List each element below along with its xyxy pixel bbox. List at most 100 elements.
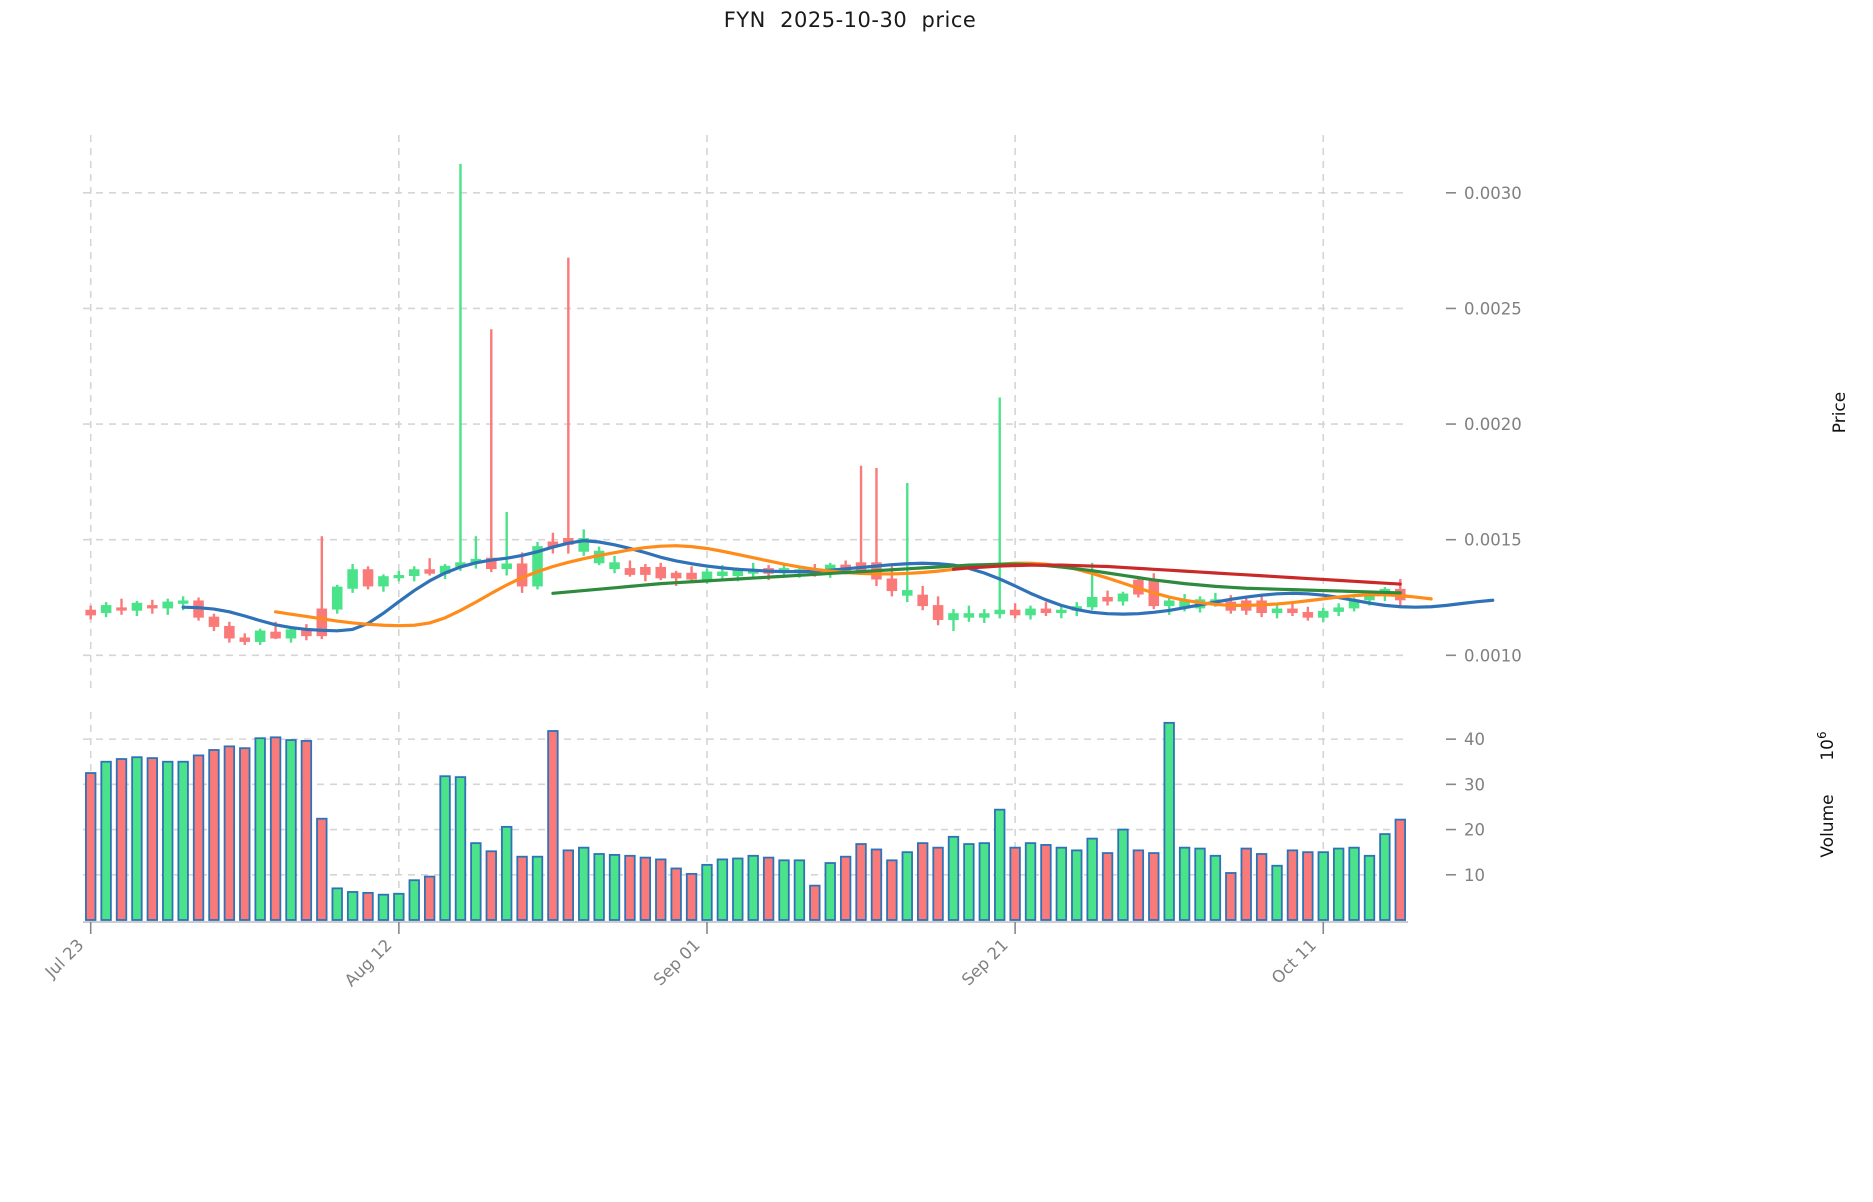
ma-line-ma_orange xyxy=(273,544,1433,628)
volume-axis-exponent: 106 xyxy=(1815,731,1838,760)
volume-bar xyxy=(839,855,852,921)
candle-body xyxy=(901,590,913,596)
volume-bar xyxy=(932,846,944,921)
volume-bar xyxy=(547,730,559,921)
volume-bar xyxy=(439,775,451,921)
price-tick-label: 0.0015 xyxy=(1464,531,1522,550)
axis-labels: 0.0030 0.0025 0.0020 0.0015 0.0010 40 30 20 10 xyxy=(1446,184,1522,885)
volume-bar xyxy=(562,849,574,921)
price-tick-label: 0.0020 xyxy=(1464,415,1522,434)
volume-bar xyxy=(1024,842,1037,921)
candle-body xyxy=(224,625,235,639)
volume-bar xyxy=(1271,864,1283,921)
candle-body xyxy=(994,609,1005,615)
volume-bar xyxy=(1148,852,1160,921)
volume-bar xyxy=(978,842,990,921)
volume-bar xyxy=(685,872,698,921)
volume-bar xyxy=(362,891,374,921)
volume-bar xyxy=(285,739,297,921)
volume-bar xyxy=(1302,851,1314,921)
volume-tick-label: 40 xyxy=(1464,730,1485,749)
candle-body xyxy=(147,605,158,609)
volume-bar xyxy=(454,776,467,921)
candle-body xyxy=(979,613,990,618)
volume-tick-label: 30 xyxy=(1464,775,1485,794)
volume-bar xyxy=(947,835,960,921)
volume-bar xyxy=(701,863,713,921)
volume-bar xyxy=(377,893,390,921)
volume-bar xyxy=(1240,847,1252,921)
volume-tick-label: 10 xyxy=(1464,866,1485,885)
volume-bar xyxy=(346,891,359,921)
volume-bar xyxy=(1163,721,1175,921)
volume-bar xyxy=(115,758,128,921)
candle-body xyxy=(331,586,343,610)
volume-bar xyxy=(824,862,836,921)
volume-bar xyxy=(177,760,189,921)
candle-body xyxy=(717,571,728,577)
candle-body xyxy=(362,569,374,587)
volume-bar xyxy=(531,855,544,921)
candle-body xyxy=(609,562,620,570)
volume-bar xyxy=(762,856,775,921)
candle-body xyxy=(1163,600,1175,607)
volume-bar xyxy=(670,867,682,921)
volume-bar xyxy=(901,851,913,921)
candle-body xyxy=(347,569,358,589)
volume-bar xyxy=(1317,851,1329,921)
volume-bar xyxy=(1363,854,1376,921)
candle-body xyxy=(254,630,266,642)
volume-bar xyxy=(778,859,790,921)
candle-body xyxy=(624,568,636,575)
ma-line-ma_red xyxy=(951,563,1402,586)
date-tick-label: Sep 21 xyxy=(958,935,1012,989)
candle-body xyxy=(1117,593,1129,602)
volume-bar xyxy=(716,858,729,921)
candle-body xyxy=(1056,609,1067,614)
volume-bar xyxy=(300,740,313,921)
volume-bar xyxy=(1178,846,1191,921)
volume-bar xyxy=(331,887,343,921)
volume-bar xyxy=(1194,847,1206,921)
date-tick-label: Sep 01 xyxy=(650,935,704,989)
candle-body xyxy=(1271,608,1283,614)
volume-bar xyxy=(1132,849,1145,921)
volume-series xyxy=(85,721,1406,921)
volume-bar xyxy=(1009,846,1021,921)
moving-average-lines xyxy=(181,539,1495,633)
candle-body xyxy=(686,572,697,580)
volume-bar xyxy=(316,817,328,921)
volume-bar xyxy=(470,842,482,921)
candle-body xyxy=(393,575,405,579)
volume-bar xyxy=(131,756,143,921)
volume-bar xyxy=(408,879,420,921)
volume-bar xyxy=(655,858,667,921)
candle-body xyxy=(886,578,898,592)
volume-bar xyxy=(254,737,266,921)
volume-bar xyxy=(1255,853,1268,921)
volume-bar xyxy=(886,859,898,921)
volume-bar xyxy=(732,857,744,921)
volume-bar xyxy=(1086,837,1098,921)
volume-bar xyxy=(1101,852,1114,921)
volume-bar xyxy=(85,772,97,921)
volume-bar xyxy=(1394,818,1406,921)
volume-bar xyxy=(608,853,621,921)
candle-body xyxy=(640,566,651,575)
volume-bar xyxy=(100,760,112,921)
volume-bar xyxy=(1071,849,1083,921)
volume-bar xyxy=(146,757,159,921)
candle-body xyxy=(1040,608,1052,614)
candle-body xyxy=(655,566,667,579)
candle-body xyxy=(932,605,944,620)
candle-body xyxy=(1317,610,1329,618)
price-tick-label: 0.0030 xyxy=(1464,184,1522,203)
volume-bar xyxy=(793,859,806,921)
candle-body xyxy=(100,605,112,614)
date-tick-label: Oct 11 xyxy=(1268,935,1320,987)
price-tick-label: 0.0010 xyxy=(1464,646,1522,665)
ma-line-ma_blue xyxy=(181,539,1495,633)
candle-body xyxy=(1086,597,1098,608)
candle-body xyxy=(701,571,713,580)
